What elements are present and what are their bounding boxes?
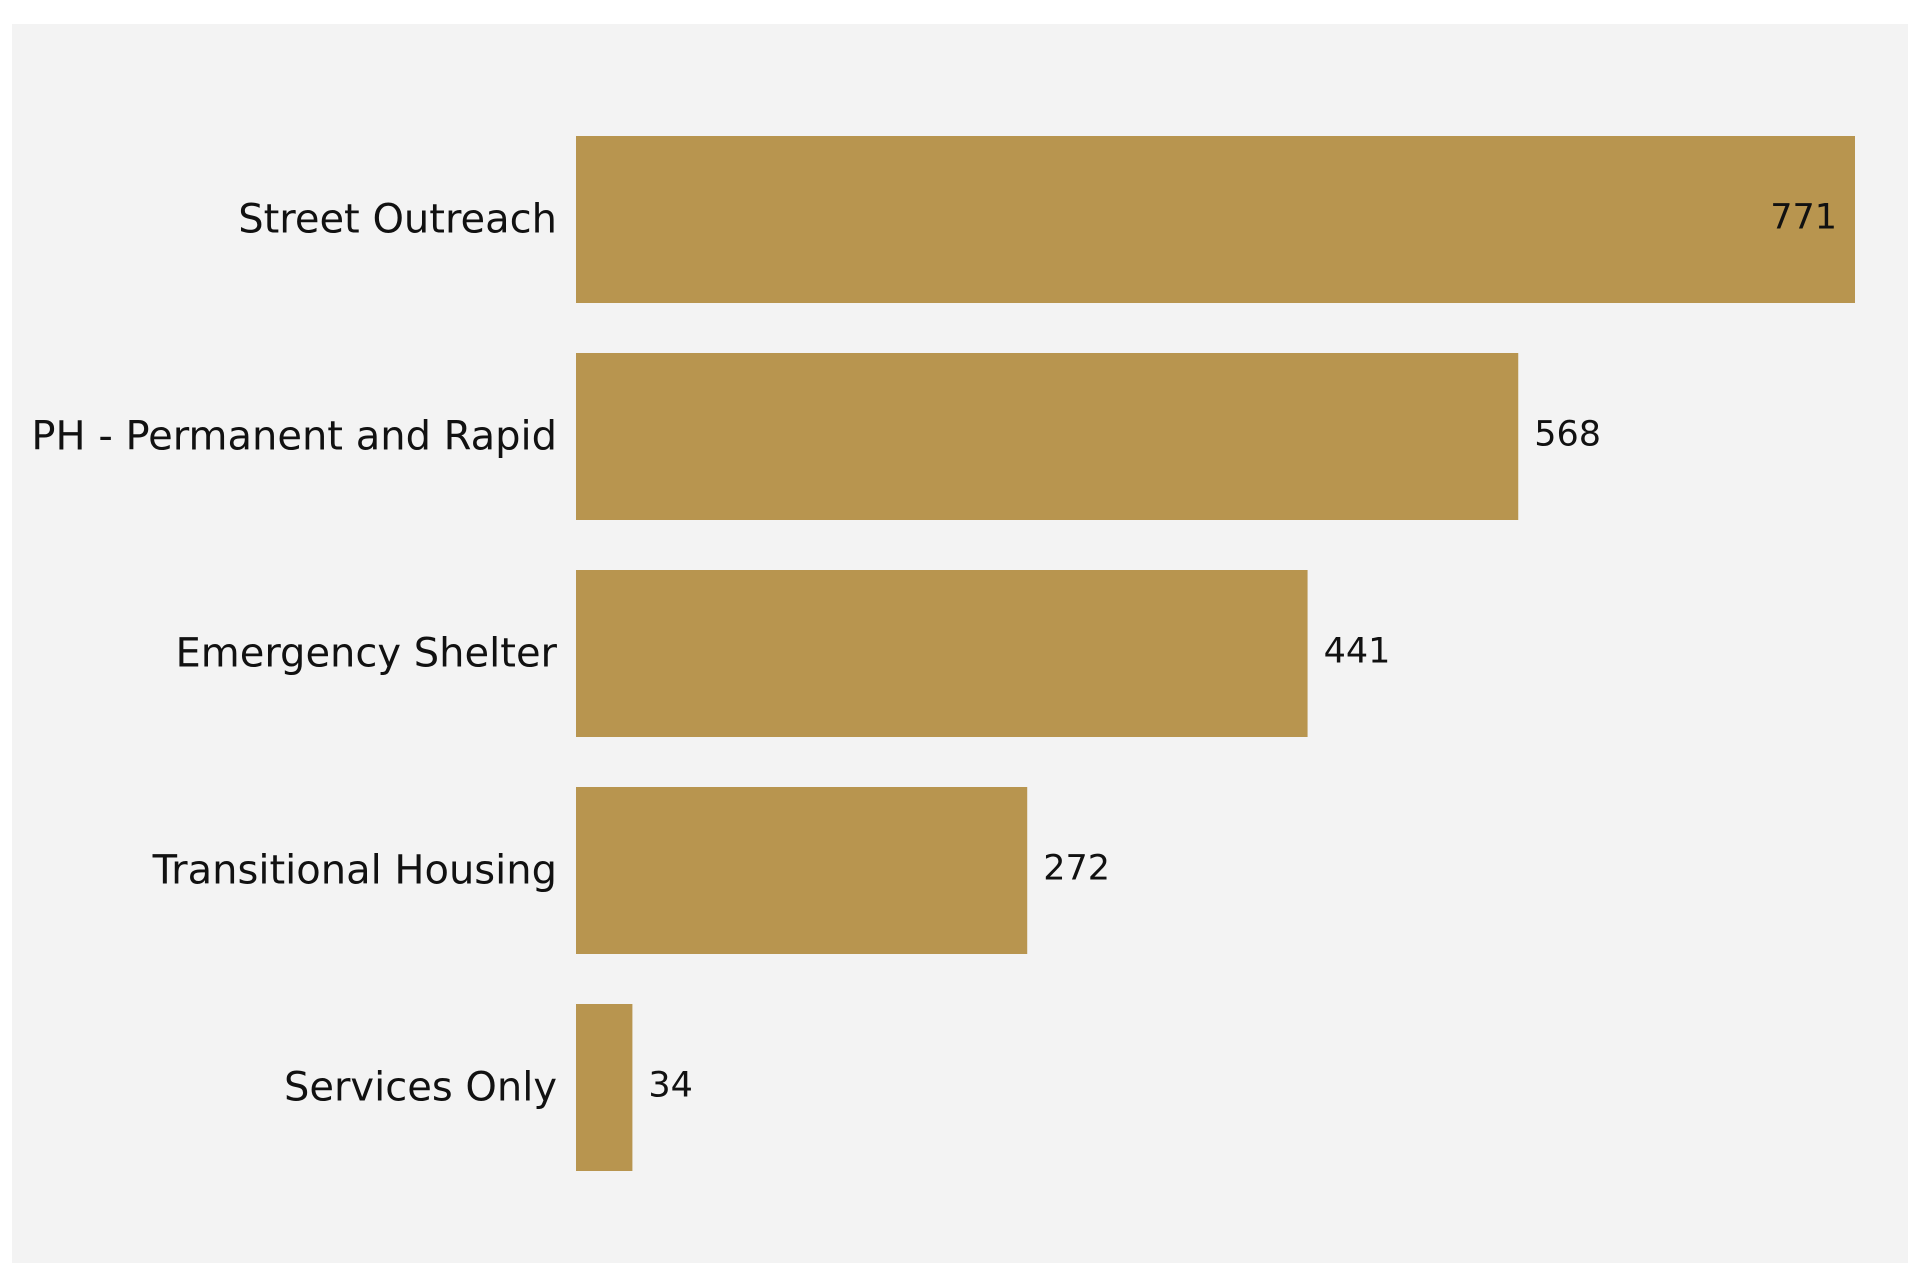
- bar-emergency-shelter: [576, 570, 1308, 737]
- value-label-emergency-shelter: 441: [1324, 632, 1391, 672]
- category-label-ph-permanent-and-rapid: PH - Permanent and Rapid: [31, 414, 557, 460]
- category-label-emergency-shelter: Emergency Shelter: [175, 631, 557, 677]
- value-label-street-outreach: 771: [1770, 198, 1837, 238]
- bar-transitional-housing: [576, 787, 1028, 954]
- category-labels: Street Outreach PH - Permanent and Rapid E…: [31, 197, 557, 1111]
- category-label-services-only: Services Only: [284, 1065, 557, 1111]
- bar-services-only: [576, 1004, 633, 1171]
- value-label-services-only: 34: [648, 1066, 693, 1106]
- bars-layer: [576, 136, 1855, 1171]
- value-labels: 771 568 441 272 34: [648, 198, 1837, 1106]
- bar-street-outreach: [576, 136, 1855, 303]
- category-label-transitional-housing: Transitional Housing: [152, 848, 557, 894]
- value-label-ph-permanent-and-rapid: 568: [1534, 415, 1601, 455]
- value-label-transitional-housing: 272: [1043, 849, 1110, 889]
- category-label-street-outreach: Street Outreach: [238, 197, 557, 243]
- bar-ph-permanent-and-rapid: [576, 353, 1519, 520]
